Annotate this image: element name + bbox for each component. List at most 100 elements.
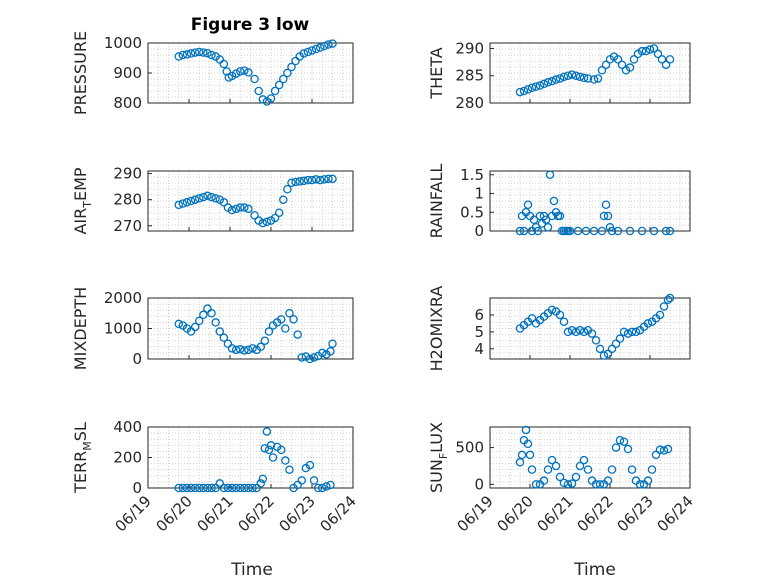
data-point [563,71,573,80]
data-point [567,70,577,79]
data-point [603,211,613,221]
data-point [547,76,557,86]
data-point [287,178,296,187]
data-point [240,483,249,493]
data-point [631,327,641,337]
data-point [279,195,288,204]
data-point [274,80,284,90]
data-point [655,445,665,455]
data-point [194,194,204,203]
y-axis-label: H2OMIXRA [427,286,446,372]
data-point [597,226,607,236]
data-point [289,315,298,324]
data-point [250,211,259,220]
data-point [258,95,268,104]
data-point [317,348,327,358]
data-point [607,465,617,474]
data-point [299,49,309,58]
data-point [270,213,280,223]
x-tick-label: 06/24 [317,492,360,535]
data-point [563,327,573,337]
data-point [659,446,669,455]
data-point [659,302,669,311]
data-point [254,86,263,96]
data-point [311,44,321,54]
data-point [611,339,621,348]
data-point [627,465,637,474]
data-point [248,483,257,493]
data-point [567,479,577,488]
data-point [615,435,625,445]
data-point [268,453,278,462]
x-axis-label-left: Time [230,560,273,580]
data-point [231,69,241,78]
data-point [178,50,188,60]
x-tick-label: 06/21 [534,492,577,535]
data-point [203,483,212,493]
data-point [190,195,200,204]
data-point [555,472,565,482]
data-point [264,445,274,455]
data-point [543,78,553,87]
y-tick-label: 285 [455,67,484,85]
data-point [535,211,545,221]
data-point [559,72,569,82]
data-point [589,226,599,236]
data-point [547,305,557,315]
data-point [515,458,525,467]
data-point [527,83,537,92]
data-point [527,465,537,474]
x-tick-label: 06/23 [614,492,657,535]
data-point [643,319,653,328]
data-point [607,344,617,354]
data-point [285,465,294,474]
data-point [207,192,216,202]
data-point [663,444,673,454]
data-point [313,483,323,493]
y-tick-label: 0 [474,222,484,240]
y-tick-label: 280 [455,94,484,112]
data-point [199,48,208,57]
data-point [665,293,675,303]
data-point [297,476,306,485]
data-point [283,185,292,194]
data-point [531,480,541,489]
data-point [625,63,635,72]
y-tick-label: 270 [113,217,142,235]
data-point [551,75,561,84]
data-point [190,322,200,332]
data-point [623,444,633,454]
y-tick-label: 200 [113,449,142,467]
data-point [311,175,321,184]
data-point [623,329,633,338]
x-tick-label: 06/19 [454,492,497,535]
data-point [326,480,335,490]
data-point [227,205,237,215]
data-point [547,455,557,465]
data-point [307,46,317,55]
data-point [565,226,575,236]
data-point [320,41,329,51]
axes-box [147,170,354,232]
data-point [573,226,583,236]
data-point [174,200,183,210]
data-point [571,327,581,337]
y-tick-label: 800 [113,94,142,112]
y-tick-label: 290 [113,165,142,183]
data-point [519,86,529,96]
data-point [663,295,673,304]
data-point [535,81,545,90]
data-point [207,308,216,318]
data-point [559,317,569,326]
data-point [324,40,333,49]
data-point [665,226,675,236]
y-tick-label: 0 [132,479,142,497]
x-tick-label: 06/20 [153,492,196,535]
x-tick-label: 06/22 [235,492,278,535]
y-tick-label: 5 [474,323,484,341]
panel-2: 270 280 290 AIRTEMP [71,165,354,235]
data-point [328,39,337,48]
data-point [617,60,627,70]
data-point [178,483,188,493]
